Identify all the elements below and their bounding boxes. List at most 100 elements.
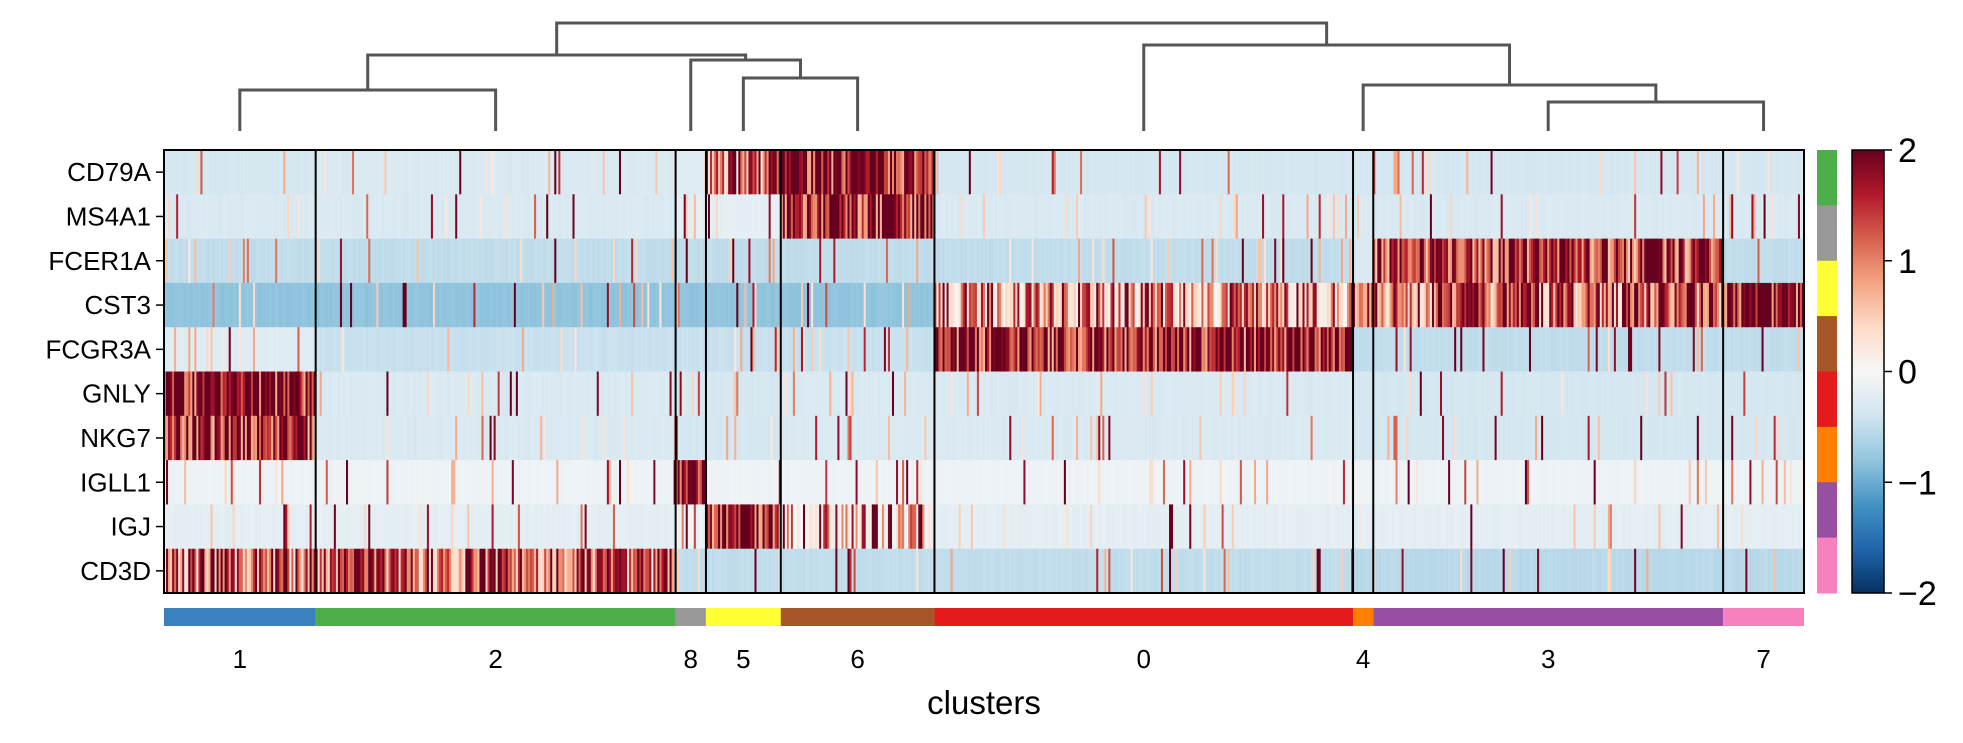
heatmap-cell — [889, 238, 893, 284]
heatmap-cell — [823, 282, 826, 328]
heatmap-cell — [614, 282, 618, 328]
heatmap-cell — [1110, 548, 1114, 594]
heatmap-cell — [734, 460, 737, 505]
heatmap-cell — [220, 415, 224, 461]
heatmap-cell — [525, 504, 529, 550]
heatmap-cell — [643, 327, 646, 373]
heatmap-cell — [625, 504, 628, 550]
heatmap-cell — [1096, 460, 1099, 505]
heatmap-cell — [734, 548, 737, 594]
heatmap-cell — [546, 238, 549, 284]
heatmap-cell — [350, 327, 353, 373]
heatmap-cell — [687, 548, 691, 594]
heatmap-cell — [1037, 194, 1041, 240]
heatmap-cell — [604, 548, 608, 594]
heatmap-cell — [271, 371, 274, 417]
heatmap-cell — [240, 282, 244, 328]
heatmap-cell — [621, 371, 624, 417]
heatmap-cell — [321, 150, 325, 195]
heatmap-cell — [1148, 150, 1152, 195]
heatmap-cell — [368, 282, 371, 328]
heatmap-cell — [616, 548, 620, 594]
heatmap-cell — [1142, 548, 1146, 594]
heatmap-cell — [202, 238, 206, 284]
heatmap-cell — [497, 150, 501, 195]
heatmap-cell — [987, 327, 990, 373]
heatmap-cell — [1146, 238, 1150, 284]
heatmap-cell — [261, 327, 264, 373]
heatmap-cell — [602, 415, 606, 461]
heatmap-cell — [849, 548, 853, 594]
heatmap-cell — [570, 504, 574, 550]
heatmap-cell — [362, 194, 365, 240]
heatmap-cell — [273, 371, 276, 417]
heatmap-cell — [1106, 282, 1109, 328]
heatmap-cell — [1152, 327, 1156, 373]
heatmap-cell — [428, 194, 432, 240]
heatmap-cell — [594, 194, 598, 240]
heatmap-cell — [525, 150, 529, 195]
heatmap-cell — [962, 504, 966, 550]
heatmap-cell — [327, 238, 331, 284]
heatmap-cell — [1019, 327, 1023, 373]
heatmap-cell — [667, 460, 671, 505]
heatmap-cell — [1027, 371, 1031, 417]
heatmap-cell — [568, 194, 572, 240]
heatmap-cell — [610, 460, 614, 505]
heatmap-cell — [608, 194, 612, 240]
heatmap-cell — [904, 371, 907, 417]
heatmap-cell — [378, 194, 381, 240]
heatmap-cell — [1136, 371, 1140, 417]
heatmap-cell — [964, 327, 968, 373]
heatmap-cell — [1114, 371, 1118, 417]
heatmap-cell — [392, 415, 396, 461]
heatmap-cell — [459, 504, 462, 550]
heatmap-cell — [234, 150, 238, 195]
heatmap-cell — [861, 150, 865, 195]
heatmap-cell — [246, 282, 250, 328]
heatmap-cell — [273, 238, 276, 284]
heatmap-cell — [259, 150, 262, 195]
heatmap-cell — [898, 460, 901, 505]
heatmap-cell — [1116, 460, 1120, 505]
heatmap-cell — [1136, 327, 1140, 373]
heatmap-cell — [352, 415, 355, 461]
heatmap-cell — [515, 238, 519, 284]
heatmap-cell — [487, 238, 491, 284]
heatmap-cell — [1167, 282, 1170, 328]
heatmap-cell — [1019, 460, 1023, 505]
heatmap-cell — [764, 194, 768, 240]
heatmap-cell — [1065, 460, 1069, 505]
heatmap-cell — [1164, 415, 1168, 461]
heatmap-cell — [414, 150, 418, 195]
heatmap-cell — [974, 150, 978, 195]
heatmap-cell — [627, 150, 630, 195]
heatmap-cell — [406, 327, 410, 373]
heatmap-cell — [1037, 238, 1041, 284]
heatmap-cell — [1045, 548, 1049, 594]
heatmap-cell — [352, 371, 355, 417]
heatmap-cell — [936, 415, 940, 461]
heatmap-cell — [572, 282, 576, 328]
heatmap-cell — [164, 548, 167, 594]
heatmap-cell — [1154, 150, 1158, 195]
heatmap-cell — [303, 504, 307, 550]
heatmap-cell — [645, 548, 648, 594]
heatmap-cell — [273, 327, 276, 373]
heatmap-cell — [940, 371, 944, 417]
heatmap-cell — [242, 460, 246, 505]
heatmap-cell — [849, 150, 853, 195]
heatmap-cell — [560, 415, 563, 461]
heatmap-cell — [1106, 371, 1109, 417]
heatmap-cell — [871, 504, 875, 550]
heatmap-cell — [414, 238, 418, 284]
heatmap-cell — [437, 415, 440, 461]
heatmap-cell — [976, 327, 980, 373]
heatmap-cell — [536, 194, 539, 240]
heatmap-cell — [712, 460, 715, 505]
heatmap-cell — [849, 415, 853, 461]
heatmap-cell — [487, 460, 491, 505]
heatmap-cell — [750, 415, 754, 461]
heatmap-cell — [224, 194, 228, 240]
heatmap-cell — [489, 150, 493, 195]
